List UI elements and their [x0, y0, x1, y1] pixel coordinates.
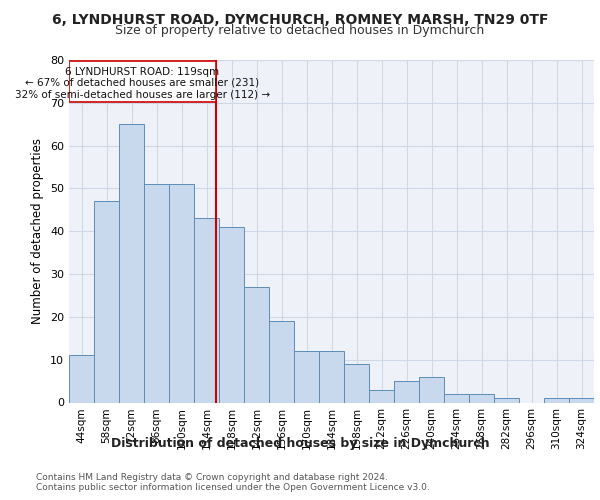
Bar [419, 377, 444, 402]
Bar [469, 394, 494, 402]
Bar [119, 124, 144, 402]
Text: Distribution of detached houses by size in Dymchurch: Distribution of detached houses by size … [110, 438, 490, 450]
Bar [494, 398, 519, 402]
Text: Contains HM Land Registry data © Crown copyright and database right 2024.: Contains HM Land Registry data © Crown c… [36, 472, 388, 482]
Bar [69, 356, 94, 403]
Bar [144, 184, 169, 402]
Bar [544, 398, 569, 402]
Bar [444, 394, 469, 402]
Bar [294, 351, 319, 403]
Text: ← 67% of detached houses are smaller (231): ← 67% of detached houses are smaller (23… [25, 78, 259, 88]
Text: 6, LYNDHURST ROAD, DYMCHURCH, ROMNEY MARSH, TN29 0TF: 6, LYNDHURST ROAD, DYMCHURCH, ROMNEY MAR… [52, 12, 548, 26]
Text: Contains public sector information licensed under the Open Government Licence v3: Contains public sector information licen… [36, 484, 430, 492]
Bar [344, 364, 369, 403]
Y-axis label: Number of detached properties: Number of detached properties [31, 138, 44, 324]
Bar [94, 202, 119, 402]
Bar [319, 351, 344, 403]
Bar [194, 218, 219, 402]
Text: 32% of semi-detached houses are larger (112) →: 32% of semi-detached houses are larger (… [14, 90, 270, 100]
Bar [569, 398, 594, 402]
Bar [394, 381, 419, 402]
Bar [244, 287, 269, 403]
Bar [169, 184, 194, 402]
Text: 6 LYNDHURST ROAD: 119sqm: 6 LYNDHURST ROAD: 119sqm [65, 67, 220, 77]
Bar [269, 321, 294, 402]
Bar [369, 390, 394, 402]
Text: Size of property relative to detached houses in Dymchurch: Size of property relative to detached ho… [115, 24, 485, 37]
Bar [219, 227, 244, 402]
Bar [69, 61, 215, 102]
